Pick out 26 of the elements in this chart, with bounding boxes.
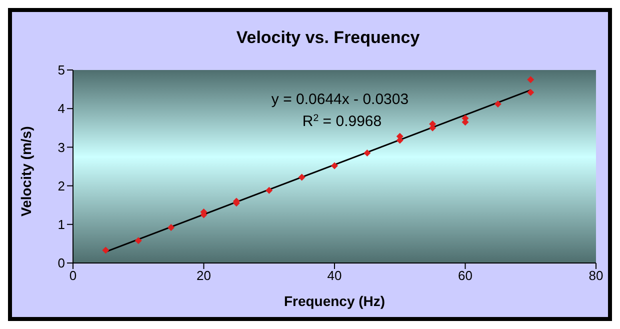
point — [134, 237, 142, 244]
point — [527, 76, 534, 84]
x-tick-label: 40 — [327, 268, 342, 284]
x-tick-label: 0 — [69, 268, 77, 284]
point — [364, 149, 371, 156]
y-tick-label: 5 — [58, 62, 65, 78]
y-tick-label: 3 — [58, 140, 65, 155]
point — [494, 100, 502, 108]
point — [168, 224, 175, 231]
y-axis-title: Velocity (m/s) — [18, 126, 34, 216]
point — [266, 186, 273, 194]
x-tick-label: 20 — [196, 268, 211, 284]
y-tick-label: 1 — [58, 217, 65, 232]
point — [102, 246, 110, 254]
x-axis-title: Frequency (Hz) — [284, 293, 386, 309]
y-tick-label: 2 — [58, 178, 65, 194]
annotation: R$^{2}$ = 0.9968 — [302, 112, 382, 130]
y-tick-label: 4 — [58, 101, 65, 116]
x-tick-label: 60 — [458, 268, 472, 284]
y-tick-label: 0 — [58, 256, 65, 271]
x-tick-label: 80 — [588, 268, 604, 284]
point — [331, 162, 338, 170]
point — [527, 88, 534, 96]
chart-title: Velocity vs. Frequency — [236, 28, 420, 47]
annotation: y = 0.0644x - 0.0303 — [271, 91, 409, 108]
point — [298, 174, 306, 181]
